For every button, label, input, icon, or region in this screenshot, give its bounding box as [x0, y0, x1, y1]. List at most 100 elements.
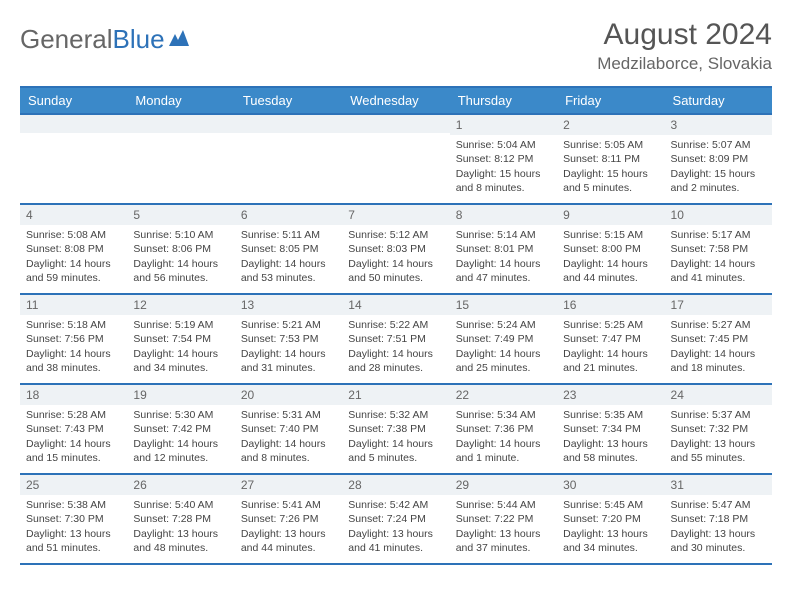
day-detail: Sunset: 7:36 PM	[456, 422, 551, 436]
day-detail: Sunrise: 5:34 AM	[456, 408, 551, 422]
day-detail: Sunset: 7:56 PM	[26, 332, 121, 346]
day-detail: Daylight: 15 hours and 2 minutes.	[671, 167, 766, 195]
day-detail: Sunrise: 5:12 AM	[348, 228, 443, 242]
calendar-cell: 27Sunrise: 5:41 AMSunset: 7:26 PMDayligh…	[235, 474, 342, 564]
calendar-cell: 24Sunrise: 5:37 AMSunset: 7:32 PMDayligh…	[665, 384, 772, 474]
day-number: 23	[557, 385, 664, 405]
calendar-cell: 12Sunrise: 5:19 AMSunset: 7:54 PMDayligh…	[127, 294, 234, 384]
day-detail: Sunrise: 5:38 AM	[26, 498, 121, 512]
day-detail: Sunrise: 5:04 AM	[456, 138, 551, 152]
day-number: 3	[665, 115, 772, 135]
day-detail: Daylight: 14 hours and 8 minutes.	[241, 437, 336, 465]
calendar-row: 25Sunrise: 5:38 AMSunset: 7:30 PMDayligh…	[20, 474, 772, 564]
calendar-cell: 2Sunrise: 5:05 AMSunset: 8:11 PMDaylight…	[557, 114, 664, 204]
day-detail: Sunrise: 5:19 AM	[133, 318, 228, 332]
calendar-row: 4Sunrise: 5:08 AMSunset: 8:08 PMDaylight…	[20, 204, 772, 294]
day-detail: Daylight: 15 hours and 8 minutes.	[456, 167, 551, 195]
title-block: August 2024 Medzilaborce, Slovakia	[597, 18, 772, 74]
day-detail: Daylight: 13 hours and 44 minutes.	[241, 527, 336, 555]
day-header: Sunday	[20, 87, 127, 114]
day-number: 21	[342, 385, 449, 405]
day-detail: Sunrise: 5:18 AM	[26, 318, 121, 332]
calendar-cell	[235, 114, 342, 204]
day-detail: Sunset: 7:58 PM	[671, 242, 766, 256]
calendar-body: 1Sunrise: 5:04 AMSunset: 8:12 PMDaylight…	[20, 114, 772, 564]
day-detail: Sunrise: 5:25 AM	[563, 318, 658, 332]
day-number: 6	[235, 205, 342, 225]
calendar-cell: 31Sunrise: 5:47 AMSunset: 7:18 PMDayligh…	[665, 474, 772, 564]
day-detail: Sunrise: 5:17 AM	[671, 228, 766, 242]
day-number: 22	[450, 385, 557, 405]
day-detail: Sunset: 7:26 PM	[241, 512, 336, 526]
calendar-cell: 3Sunrise: 5:07 AMSunset: 8:09 PMDaylight…	[665, 114, 772, 204]
day-number: 4	[20, 205, 127, 225]
day-detail: Daylight: 13 hours and 41 minutes.	[348, 527, 443, 555]
calendar-cell: 20Sunrise: 5:31 AMSunset: 7:40 PMDayligh…	[235, 384, 342, 474]
day-number: 18	[20, 385, 127, 405]
day-detail: Daylight: 14 hours and 31 minutes.	[241, 347, 336, 375]
day-header: Tuesday	[235, 87, 342, 114]
day-number: 20	[235, 385, 342, 405]
day-detail: Daylight: 14 hours and 5 minutes.	[348, 437, 443, 465]
day-detail: Daylight: 13 hours and 48 minutes.	[133, 527, 228, 555]
day-detail: Sunrise: 5:40 AM	[133, 498, 228, 512]
day-header: Thursday	[450, 87, 557, 114]
calendar-cell: 10Sunrise: 5:17 AMSunset: 7:58 PMDayligh…	[665, 204, 772, 294]
day-detail: Daylight: 13 hours and 58 minutes.	[563, 437, 658, 465]
day-detail: Sunrise: 5:27 AM	[671, 318, 766, 332]
calendar-cell: 1Sunrise: 5:04 AMSunset: 8:12 PMDaylight…	[450, 114, 557, 204]
day-detail: Sunset: 8:05 PM	[241, 242, 336, 256]
day-detail: Sunset: 7:53 PM	[241, 332, 336, 346]
calendar-cell: 19Sunrise: 5:30 AMSunset: 7:42 PMDayligh…	[127, 384, 234, 474]
day-detail: Sunset: 7:49 PM	[456, 332, 551, 346]
day-detail: Sunset: 7:18 PM	[671, 512, 766, 526]
calendar-cell: 30Sunrise: 5:45 AMSunset: 7:20 PMDayligh…	[557, 474, 664, 564]
day-detail: Sunrise: 5:42 AM	[348, 498, 443, 512]
calendar-cell: 18Sunrise: 5:28 AMSunset: 7:43 PMDayligh…	[20, 384, 127, 474]
calendar-cell: 14Sunrise: 5:22 AMSunset: 7:51 PMDayligh…	[342, 294, 449, 384]
day-detail: Daylight: 14 hours and 15 minutes.	[26, 437, 121, 465]
day-detail: Sunset: 7:51 PM	[348, 332, 443, 346]
calendar-cell: 23Sunrise: 5:35 AMSunset: 7:34 PMDayligh…	[557, 384, 664, 474]
calendar-cell: 22Sunrise: 5:34 AMSunset: 7:36 PMDayligh…	[450, 384, 557, 474]
day-header: Wednesday	[342, 87, 449, 114]
day-detail: Sunset: 7:28 PM	[133, 512, 228, 526]
day-detail: Daylight: 14 hours and 18 minutes.	[671, 347, 766, 375]
calendar-cell: 9Sunrise: 5:15 AMSunset: 8:00 PMDaylight…	[557, 204, 664, 294]
day-detail: Sunset: 8:08 PM	[26, 242, 121, 256]
day-detail: Sunrise: 5:45 AM	[563, 498, 658, 512]
day-number: 16	[557, 295, 664, 315]
calendar-cell: 25Sunrise: 5:38 AMSunset: 7:30 PMDayligh…	[20, 474, 127, 564]
day-detail: Daylight: 13 hours and 51 minutes.	[26, 527, 121, 555]
day-detail: Daylight: 14 hours and 59 minutes.	[26, 257, 121, 285]
calendar-cell: 17Sunrise: 5:27 AMSunset: 7:45 PMDayligh…	[665, 294, 772, 384]
day-detail: Sunrise: 5:05 AM	[563, 138, 658, 152]
day-detail: Daylight: 14 hours and 41 minutes.	[671, 257, 766, 285]
calendar-cell: 13Sunrise: 5:21 AMSunset: 7:53 PMDayligh…	[235, 294, 342, 384]
calendar-row: 11Sunrise: 5:18 AMSunset: 7:56 PMDayligh…	[20, 294, 772, 384]
day-detail: Sunset: 7:24 PM	[348, 512, 443, 526]
day-number: 14	[342, 295, 449, 315]
day-detail: Sunrise: 5:08 AM	[26, 228, 121, 242]
day-detail: Daylight: 13 hours and 30 minutes.	[671, 527, 766, 555]
day-number: 31	[665, 475, 772, 495]
calendar-cell	[20, 114, 127, 204]
brand-logo: GeneralBlue	[20, 18, 193, 55]
calendar-row: 18Sunrise: 5:28 AMSunset: 7:43 PMDayligh…	[20, 384, 772, 474]
day-detail: Daylight: 14 hours and 12 minutes.	[133, 437, 228, 465]
day-detail: Sunset: 8:11 PM	[563, 152, 658, 166]
day-detail: Daylight: 15 hours and 5 minutes.	[563, 167, 658, 195]
day-detail: Daylight: 14 hours and 34 minutes.	[133, 347, 228, 375]
day-number: 7	[342, 205, 449, 225]
day-number: 27	[235, 475, 342, 495]
day-detail: Sunrise: 5:10 AM	[133, 228, 228, 242]
day-detail: Sunrise: 5:35 AM	[563, 408, 658, 422]
day-number: 25	[20, 475, 127, 495]
day-detail: Sunrise: 5:11 AM	[241, 228, 336, 242]
day-number: 8	[450, 205, 557, 225]
brand-part2: Blue	[113, 24, 165, 55]
day-detail: Daylight: 13 hours and 55 minutes.	[671, 437, 766, 465]
calendar-cell: 28Sunrise: 5:42 AMSunset: 7:24 PMDayligh…	[342, 474, 449, 564]
day-detail: Sunset: 7:20 PM	[563, 512, 658, 526]
day-detail: Sunrise: 5:24 AM	[456, 318, 551, 332]
